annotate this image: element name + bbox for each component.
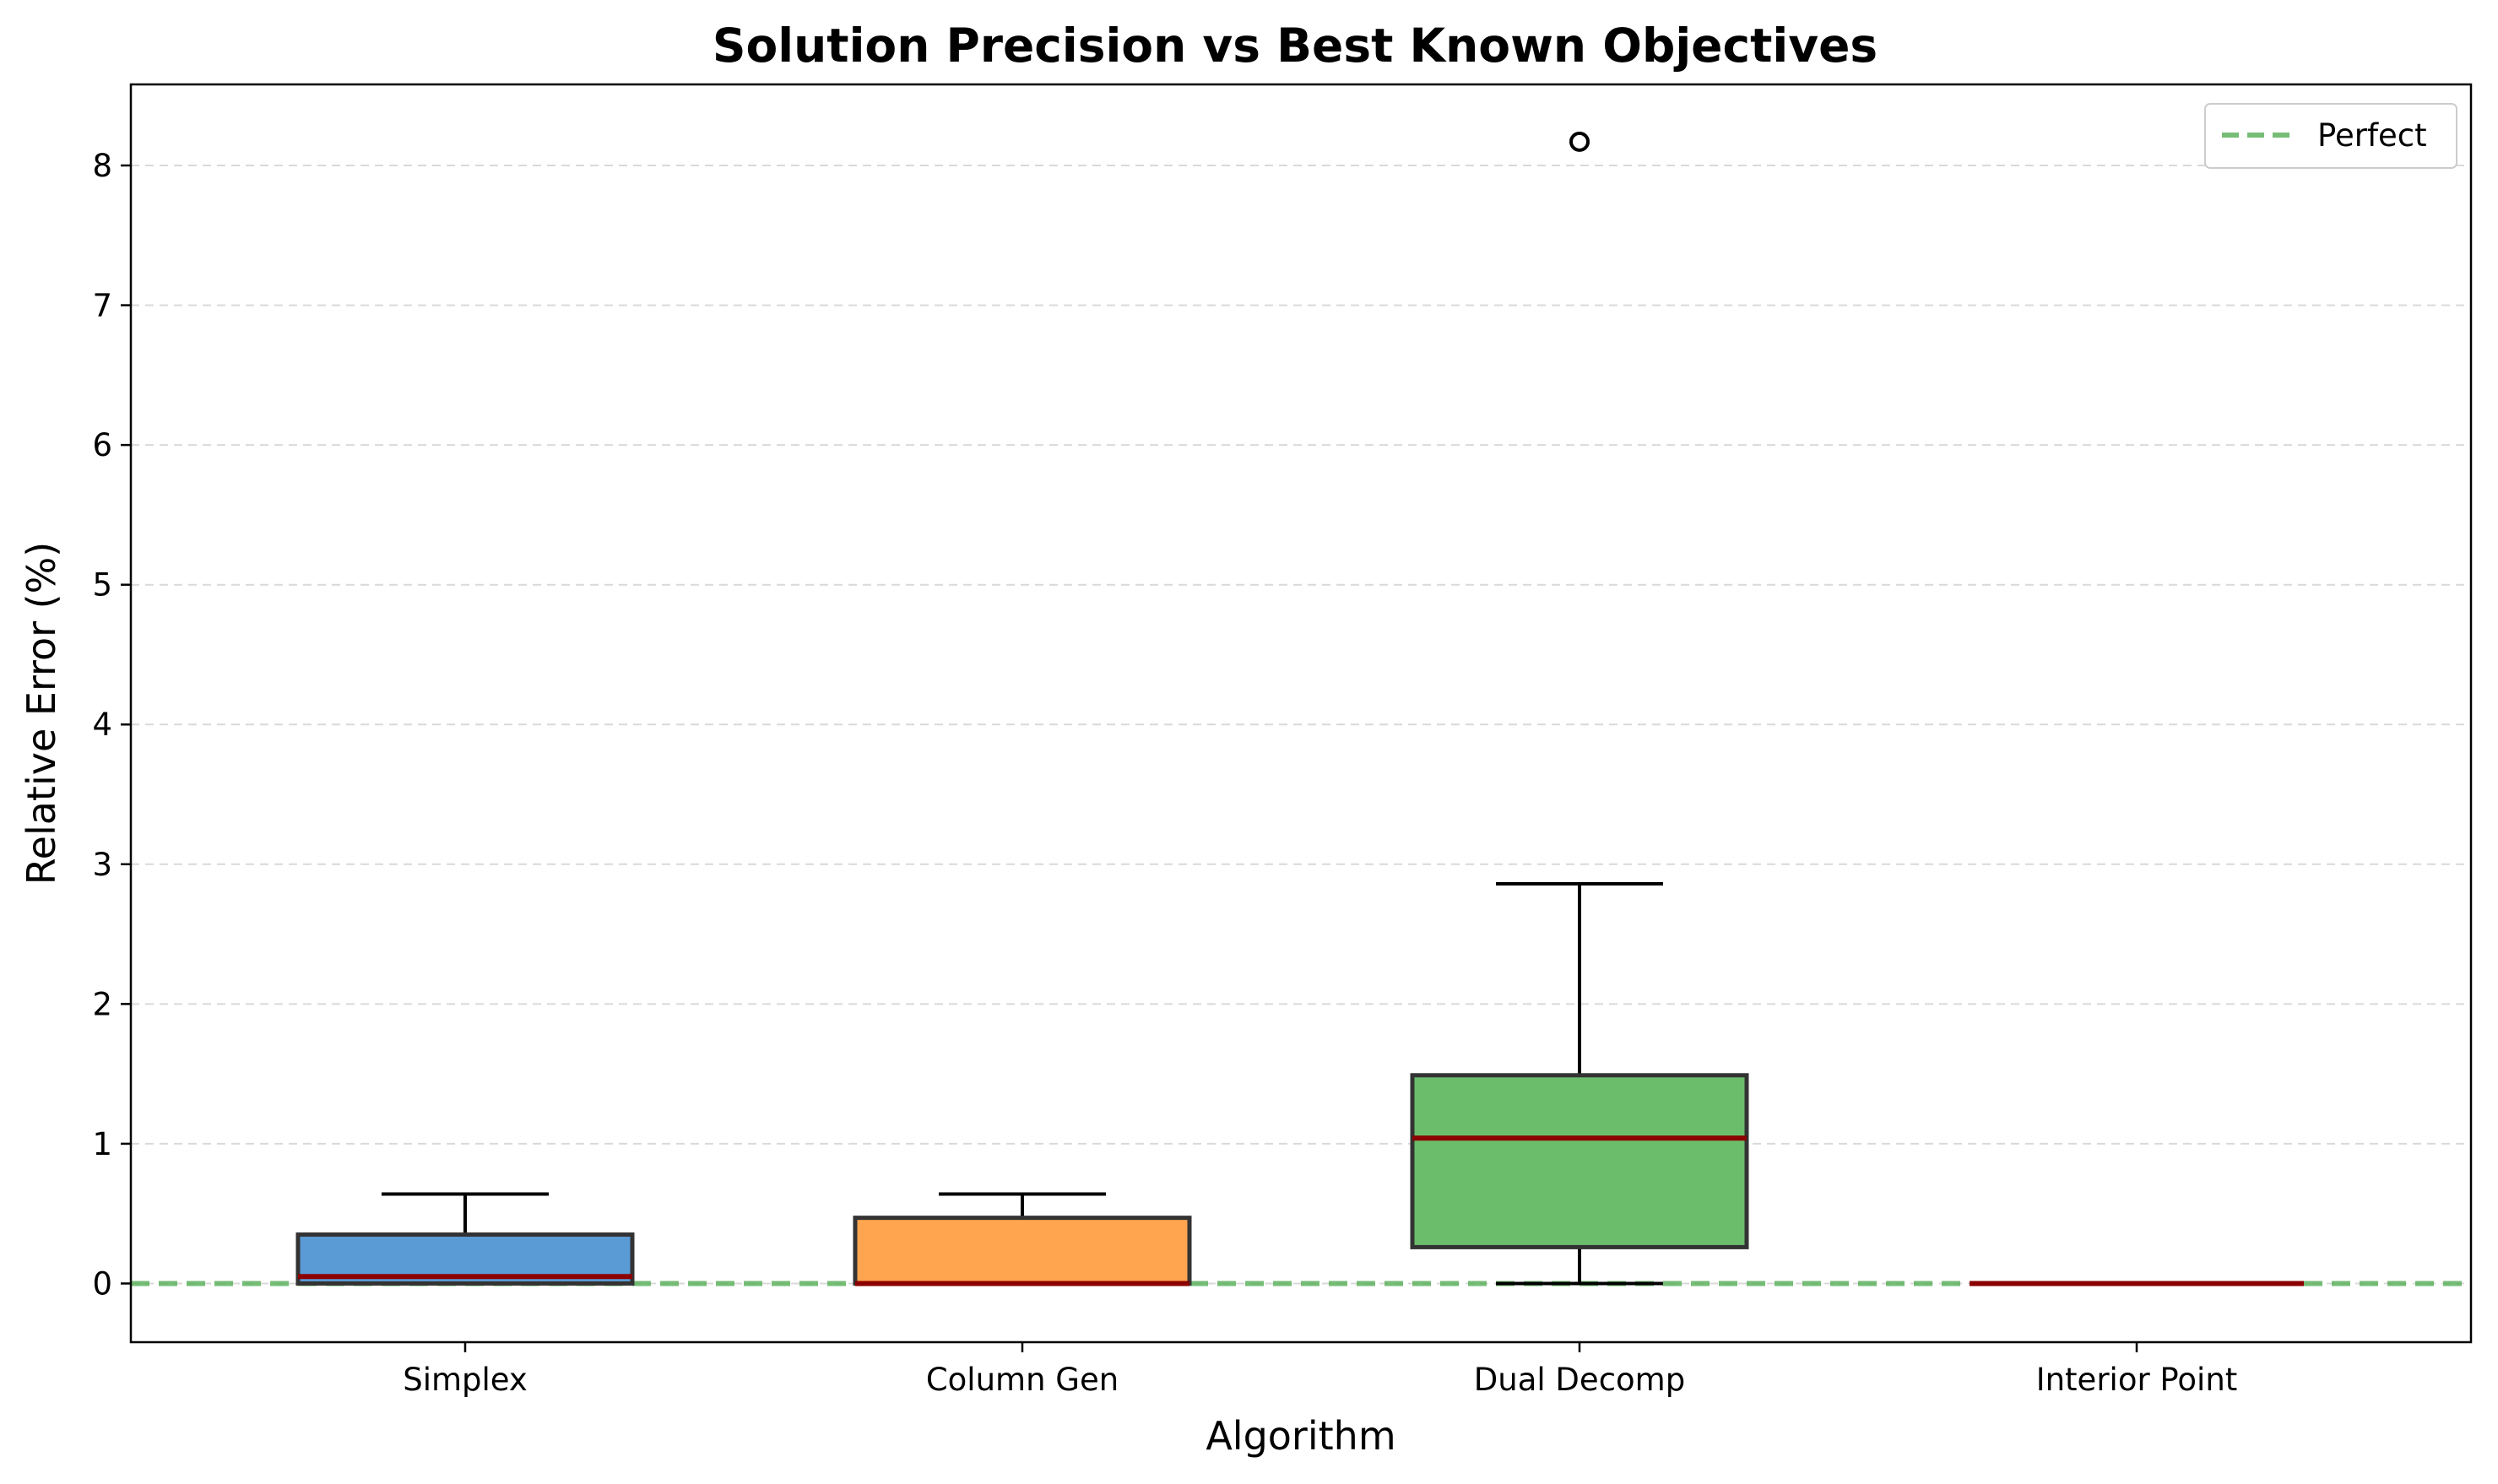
box-simplex xyxy=(295,1192,635,1286)
box-body-column-gen xyxy=(853,1216,1192,1286)
y-tick-label-7: 7 xyxy=(92,288,112,324)
x-tick-label-column-gen: Column Gen xyxy=(926,1362,1119,1398)
y-tick-label-2: 2 xyxy=(92,986,112,1022)
x-axis-ticks: Simplex Column Gen Dual Decomp Interior Poi… xyxy=(403,1342,2237,1398)
x-tick-label-dual-decomp: Dual Decomp xyxy=(1474,1362,1685,1398)
chart-title: Solution Precision vs Best Known Objecti… xyxy=(713,19,1878,73)
y-tick-label-4: 4 xyxy=(92,707,112,743)
box-body-dual-decomp xyxy=(1410,1073,1749,1249)
y-tick-label-3: 3 xyxy=(92,847,112,883)
y-tick-label-6: 6 xyxy=(92,427,112,463)
x-axis-label: Algorithm xyxy=(1206,1413,1395,1459)
plot-area-frame xyxy=(129,83,2473,1344)
x-tick-label-simplex: Simplex xyxy=(403,1362,528,1398)
legend: Perfect xyxy=(2204,103,2457,169)
y-tick-label-8: 8 xyxy=(92,148,112,184)
y-tick-label-1: 1 xyxy=(92,1126,112,1162)
box-dual-decomp xyxy=(1410,131,1749,1286)
legend-perfect-label: Perfect xyxy=(2317,117,2427,154)
y-tick-label-0: 0 xyxy=(92,1265,112,1302)
x-tick-label-interior-point: Interior Point xyxy=(2036,1362,2238,1398)
legend-frame xyxy=(2204,103,2457,169)
y-axis-ticks: 0 1 2 3 4 5 6 7 8 xyxy=(92,148,131,1302)
y-tick-label-5: 5 xyxy=(92,567,112,604)
y-axis-label: Relative Error (%) xyxy=(19,542,64,885)
outlier-dual-decomp-0 xyxy=(1569,131,1590,152)
grid-lines xyxy=(131,165,2471,1285)
box-column-gen xyxy=(853,1192,1192,1286)
boxes-layer xyxy=(295,131,2304,1286)
